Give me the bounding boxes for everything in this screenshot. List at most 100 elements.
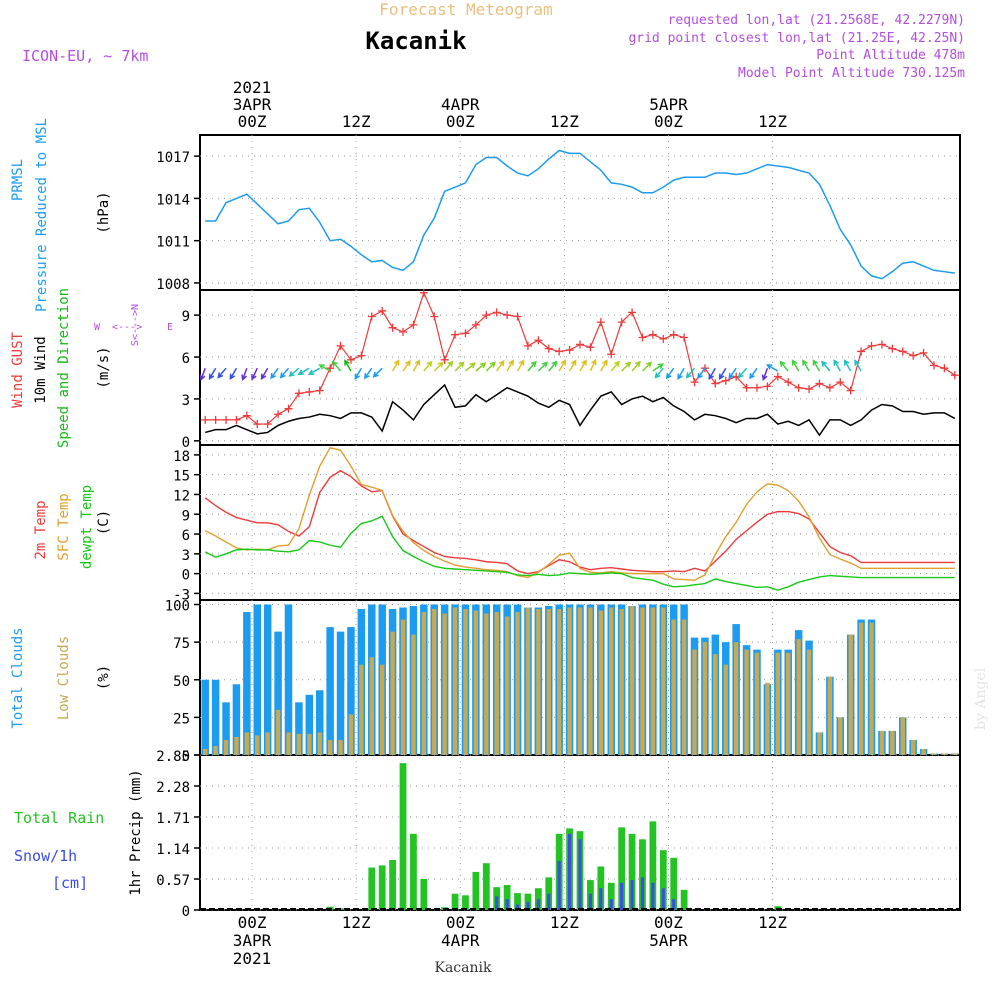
gust-marker xyxy=(503,311,512,320)
low-cloud-bar xyxy=(234,736,239,755)
y-tick-label: 0 xyxy=(182,435,190,451)
low-cloud-bar xyxy=(869,622,874,755)
y-tick-label: 0.57 xyxy=(156,873,190,889)
direction-arrow xyxy=(229,367,238,380)
rain-bar xyxy=(639,839,646,910)
rain-bar xyxy=(618,827,626,910)
pressure-line xyxy=(205,149,955,280)
y-tick-label: 1011 xyxy=(156,235,190,251)
left-label-direction: Speed and Direction xyxy=(56,288,72,448)
compass-east: E xyxy=(167,322,173,333)
low-cloud-bar xyxy=(910,739,916,755)
low-cloud-bar xyxy=(452,607,458,755)
total-cloud-bar xyxy=(253,604,262,755)
gust-marker xyxy=(919,348,928,357)
gust-marker xyxy=(305,387,314,396)
gust-marker xyxy=(315,386,324,395)
low-cloud-bar xyxy=(317,732,322,755)
gust-marker xyxy=(482,311,491,320)
low-cloud-bar xyxy=(265,732,270,755)
bottom-time-label: 2021 xyxy=(233,949,272,968)
y-tick-label: 6 xyxy=(182,351,190,367)
y-tick-label: 1014 xyxy=(156,192,190,208)
low-cloud-bar xyxy=(827,676,833,755)
gust-marker xyxy=(565,346,574,355)
total-cloud-bar xyxy=(243,612,251,755)
left-label-gust: Wind GUST xyxy=(10,332,26,408)
total-cloud-bar xyxy=(295,702,303,755)
snow-bar xyxy=(630,880,634,910)
direction-arrow xyxy=(251,367,258,381)
total-cloud-bar xyxy=(201,679,209,755)
y-tick-label: 1017 xyxy=(156,150,190,166)
snow-bar xyxy=(651,882,655,910)
y-tick-label: -3 xyxy=(173,587,190,603)
direction-arrow xyxy=(833,359,841,372)
direction-arrow xyxy=(241,367,248,381)
total-cloud-bar xyxy=(336,631,345,755)
direction-arrow xyxy=(454,361,465,372)
left-label-cm: [cm] xyxy=(52,874,88,892)
gust-marker xyxy=(419,288,428,297)
gust-marker xyxy=(461,329,470,338)
direction-arrow xyxy=(402,359,411,372)
bottom-time-label: 12Z xyxy=(550,913,579,932)
gust-marker xyxy=(576,340,584,349)
direction-arrow xyxy=(354,367,363,380)
direction-arrow xyxy=(372,367,383,378)
bottom-time-label: 5APR xyxy=(649,931,688,950)
gust-marker xyxy=(742,383,751,392)
direction-arrow xyxy=(728,367,737,380)
snow-bar xyxy=(609,899,613,910)
gust-marker xyxy=(721,376,730,385)
gust-marker xyxy=(430,312,439,321)
gust-marker xyxy=(388,323,397,332)
low-cloud-bar xyxy=(702,642,708,755)
low-cloud-bar xyxy=(744,649,749,755)
gust-marker xyxy=(815,379,824,388)
left-label-2m-temp: 2m Temp xyxy=(33,500,49,559)
direction-arrow xyxy=(579,359,587,372)
direction-arrow xyxy=(412,359,421,372)
gust-marker xyxy=(492,308,501,317)
low-cloud-bar xyxy=(890,730,895,755)
low-cloud-bar xyxy=(640,607,645,755)
direction-arrow xyxy=(665,367,675,380)
gust-marker xyxy=(544,344,553,353)
gust-marker xyxy=(346,355,355,364)
total-cloud-bar xyxy=(211,679,220,755)
gust-marker xyxy=(648,330,657,339)
unit-label: (m/s) xyxy=(96,346,112,388)
low-cloud-bar xyxy=(692,649,697,755)
total-cloud-bar xyxy=(232,684,241,755)
direction-arrow xyxy=(506,359,514,372)
direction-arrow xyxy=(444,360,454,372)
direction-arrow xyxy=(854,359,862,372)
direction-arrow xyxy=(318,364,331,372)
panel-frame xyxy=(199,134,961,291)
unit-label: (%) xyxy=(96,665,112,690)
gust-marker xyxy=(534,336,543,345)
direction-arrow xyxy=(548,360,558,372)
gust-marker xyxy=(274,410,283,419)
low-cloud-bar xyxy=(838,717,843,755)
low-cloud-bar xyxy=(931,753,937,755)
bottom-time-label: 00Z xyxy=(446,913,475,932)
gust-marker xyxy=(440,355,449,364)
direction-arrow xyxy=(812,359,821,372)
rain-bar xyxy=(482,863,490,910)
low-cloud-bar xyxy=(588,607,593,755)
low-cloud-bar xyxy=(713,654,718,755)
top-time-label: 00Z xyxy=(446,112,475,131)
snow-bar xyxy=(588,893,592,910)
gust-marker xyxy=(607,350,616,359)
gust-marker xyxy=(669,330,678,339)
wind-speed-line xyxy=(205,383,956,437)
direction-arrow xyxy=(260,367,269,380)
low-cloud-bar xyxy=(400,619,406,755)
gust-marker xyxy=(846,386,855,395)
low-cloud-bar xyxy=(671,619,676,755)
watermark: by Angel xyxy=(973,667,989,730)
low-cloud-bar xyxy=(765,682,770,755)
y-tick-label: 100 xyxy=(165,599,190,615)
